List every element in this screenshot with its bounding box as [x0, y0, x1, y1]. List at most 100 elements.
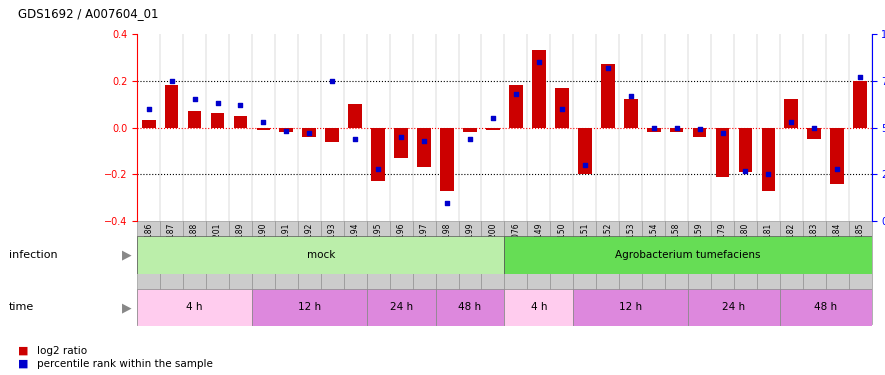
Text: 24 h: 24 h: [389, 303, 412, 312]
Text: 12 h: 12 h: [620, 303, 643, 312]
Text: percentile rank within the sample: percentile rank within the sample: [37, 359, 213, 369]
Bar: [504, 221, 527, 324]
Bar: [137, 221, 160, 324]
Bar: [578, 128, 592, 174]
Bar: [849, 221, 872, 324]
Bar: [780, 221, 803, 324]
Bar: [389, 221, 412, 324]
Point: [784, 119, 798, 125]
Bar: [366, 221, 389, 324]
Bar: [711, 221, 734, 324]
Bar: [620, 221, 643, 324]
Bar: [486, 128, 500, 130]
Bar: [137, 236, 504, 274]
Bar: [326, 128, 339, 142]
Bar: [435, 221, 458, 324]
Bar: [527, 221, 550, 324]
Bar: [298, 221, 320, 324]
Bar: [211, 114, 225, 128]
Bar: [601, 64, 614, 128]
Text: ▶: ▶: [122, 249, 131, 261]
Point: [257, 119, 271, 125]
Point: [211, 100, 225, 106]
Bar: [780, 289, 872, 326]
Point: [371, 166, 385, 172]
Point: [807, 124, 821, 130]
Point: [463, 136, 477, 142]
Bar: [826, 221, 849, 324]
Bar: [188, 111, 202, 128]
Bar: [853, 81, 867, 128]
Bar: [440, 128, 454, 191]
Bar: [412, 221, 435, 324]
Text: 12 h: 12 h: [297, 303, 321, 312]
Point: [692, 126, 706, 132]
Bar: [394, 128, 408, 158]
Bar: [257, 128, 270, 130]
Bar: [550, 221, 573, 324]
Bar: [137, 289, 252, 326]
Bar: [573, 221, 596, 324]
Point: [440, 200, 454, 206]
Bar: [807, 128, 821, 139]
Bar: [320, 221, 343, 324]
Text: 24 h: 24 h: [722, 303, 745, 312]
Bar: [343, 221, 366, 324]
Point: [188, 96, 202, 102]
Bar: [689, 289, 780, 326]
Bar: [573, 289, 689, 326]
Point: [830, 166, 844, 172]
Point: [325, 78, 339, 84]
Bar: [532, 50, 546, 128]
Bar: [504, 236, 872, 274]
Bar: [252, 221, 275, 324]
Bar: [647, 128, 660, 132]
Point: [234, 102, 248, 108]
Bar: [784, 99, 798, 128]
Bar: [596, 221, 619, 324]
Bar: [666, 221, 689, 324]
Bar: [349, 104, 362, 128]
Bar: [252, 289, 366, 326]
Bar: [481, 221, 504, 324]
Bar: [761, 128, 775, 191]
Bar: [693, 128, 706, 137]
Bar: [463, 128, 477, 132]
Text: 4 h: 4 h: [531, 303, 547, 312]
Bar: [555, 88, 569, 128]
Bar: [142, 120, 156, 128]
Point: [578, 162, 592, 168]
Bar: [234, 116, 247, 128]
Point: [532, 59, 546, 65]
Point: [738, 168, 752, 174]
Point: [486, 115, 500, 121]
Text: log2 ratio: log2 ratio: [37, 346, 88, 355]
Bar: [716, 128, 729, 177]
Bar: [206, 221, 229, 324]
Point: [394, 134, 408, 140]
Bar: [624, 99, 637, 128]
Text: 4 h: 4 h: [187, 303, 203, 312]
Bar: [504, 289, 573, 326]
Bar: [280, 128, 293, 132]
Text: infection: infection: [9, 250, 58, 260]
Bar: [509, 86, 523, 128]
Point: [555, 106, 569, 112]
Point: [647, 124, 661, 130]
Point: [853, 74, 867, 80]
Bar: [183, 221, 206, 324]
Text: time: time: [9, 303, 35, 312]
Text: ▶: ▶: [122, 301, 131, 314]
Point: [142, 106, 156, 112]
Point: [761, 171, 775, 177]
Bar: [458, 221, 481, 324]
Bar: [275, 221, 298, 324]
Bar: [689, 221, 711, 324]
Bar: [734, 221, 757, 324]
Point: [601, 64, 615, 70]
Bar: [160, 221, 183, 324]
Point: [715, 130, 729, 136]
Point: [165, 78, 179, 84]
Point: [624, 93, 638, 99]
Bar: [417, 128, 431, 167]
